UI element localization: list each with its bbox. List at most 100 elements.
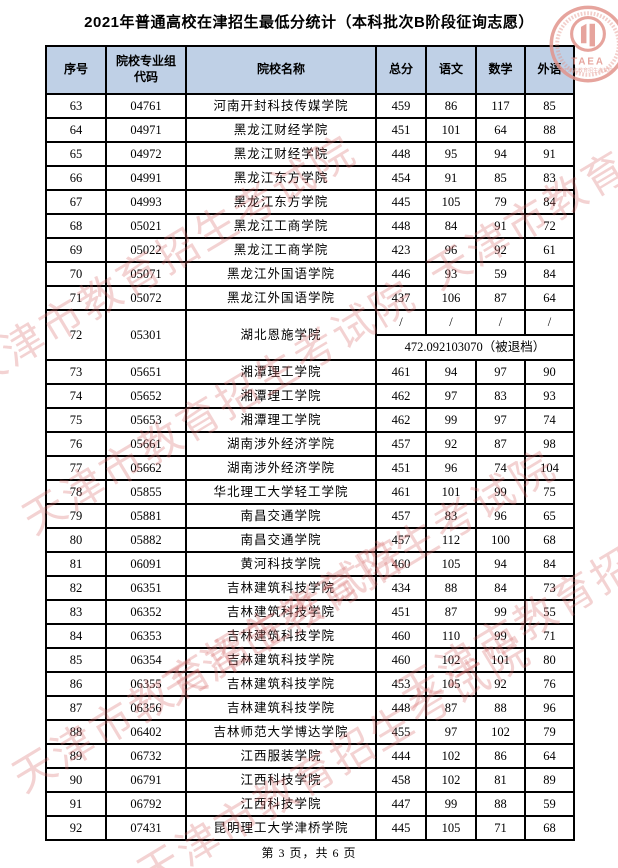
cell-name: 湖南涉外经济学院 [185,431,377,457]
cell-name: 黑龙江财经学院 [185,141,377,167]
table-row: 82 06351 吉林建筑科技学院 434 88 84 73 [45,575,575,601]
cell-name: 吉林建筑科技学院 [185,647,377,673]
cell-slash: / [524,309,575,336]
cell-total: 454 [375,165,427,191]
cell-math: 100 [475,527,526,553]
table-body: 63 04761 河南开封科技传媒学院 459 86 117 85 64 04971 黑龙江财经学… [45,93,575,841]
cell-no: 82 [45,575,107,601]
col-header-math: 数学 [475,45,526,95]
cell-english: 71 [524,623,575,649]
cell-math: 94 [475,141,526,167]
cell-chinese: 99 [425,791,477,817]
cell-name: 吉林师范大学博达学院 [185,719,377,745]
cell-chinese: 102 [425,767,477,793]
table-row: 84 06353 吉林建筑科技学院 460 110 99 71 [45,623,575,649]
page-number: 第 3 页，共 6 页 [261,846,357,860]
admission-score-table: 序号 院校专业组 代码 院校名称 总分 语文 数学 外语 63 04761 河南开封… [45,45,575,841]
cell-english: 68 [524,815,575,841]
cell-total: 462 [375,407,427,433]
cell-chinese: 99 [425,407,477,433]
cell-name: 江西科技学院 [185,791,377,817]
cell-no: 65 [45,141,107,167]
cell-name: 黑龙江财经学院 [185,117,377,143]
cell-english: 85 [524,93,575,119]
cell-chinese: 101 [425,117,477,143]
cell-chinese: 93 [425,261,477,287]
cell-total: 461 [375,359,427,385]
cell-name: 吉林建筑科技学院 [185,575,377,601]
cell-code: 05071 [105,261,187,287]
table-row: 72 05301 湖北恩施学院 / / / / [45,309,575,361]
cell-name: 吉林建筑科技学院 [185,599,377,625]
cell-no: 90 [45,767,107,793]
cell-name: 黑龙江外国语学院 [185,285,377,311]
cell-english: 84 [524,551,575,577]
cell-total: 453 [375,671,427,697]
cell-name: 湘潭理工学院 [185,383,377,409]
cell-chinese: 86 [425,93,477,119]
table-row: 70 05071 黑龙江外国语学院 446 93 59 84 [45,261,575,287]
table-row: 87 06356 吉林建筑科技学院 448 87 88 96 [45,695,575,721]
cell-code: 06353 [105,623,187,649]
cell-name: 江西科技学院 [185,767,377,793]
table-row: 472.092103070（被退档） [46,334,575,361]
cell-english: 84 [524,261,575,287]
cell-math: 87 [475,285,526,311]
cell-code: 05661 [105,431,187,457]
cell-total: 460 [375,647,427,673]
table-row: 89 06732 江西服装学院 444 102 86 64 [45,743,575,769]
cell-code: 05022 [105,237,187,263]
table-row: 75 05653 湘潭理工学院 462 99 97 74 [45,407,575,433]
cell-no: 81 [45,551,107,577]
cell-english: 90 [524,359,575,385]
cell-total: 460 [375,551,427,577]
cell-total: 437 [375,285,427,311]
cell-withdrawn-note: 472.092103070（被退档） [375,334,575,361]
cell-name: 南昌交通学院 [185,527,377,553]
cell-total: 447 [375,791,427,817]
cell-name: 吉林建筑科技学院 [185,623,377,649]
cell-total: 451 [375,117,427,143]
cell-chinese: 105 [425,815,477,841]
cell-code: 05662 [105,455,187,481]
cell-total: 459 [375,93,427,119]
cell-no: 75 [45,407,107,433]
cell-math: 71 [475,815,526,841]
cell-total: 457 [375,431,427,457]
cell-chinese: 84 [425,213,477,239]
cell-code: 04972 [105,141,187,167]
cell-code: 04761 [105,93,187,119]
cell-total: 445 [375,815,427,841]
cell-chinese: 87 [425,599,477,625]
col-header-total-score: 总分 [375,45,427,95]
cell-code: 06791 [105,767,187,793]
cell-code: 05072 [105,285,187,311]
table-row: 78 05855 华北理工大学轻工学院 461 101 99 75 [45,479,575,505]
cell-code: 05301 [105,309,187,361]
col-header-index: 序号 [45,45,107,95]
table-row: 65 04972 黑龙江财经学院 448 95 94 91 [45,141,575,167]
table-row: 88 06402 吉林师范大学博达学院 455 97 102 79 [45,719,575,745]
cell-english: 64 [524,743,575,769]
cell-name: 河南开封科技传媒学院 [185,93,377,119]
table-row: 64 04971 黑龙江财经学院 451 101 64 88 [45,117,575,143]
table-row: 73 05651 湘潭理工学院 461 94 97 90 [45,359,575,385]
cell-slash: / [475,309,526,336]
cell-no: 70 [45,261,107,287]
cell-no: 66 [45,165,107,191]
table-row: 81 06091 黄河科技学院 460 105 94 84 [45,551,575,577]
cell-name: 黑龙江东方学院 [185,165,377,191]
cell-no: 89 [45,743,107,769]
cell-name: 江西服装学院 [185,743,377,769]
page-title: 2021年普通高校在津招生最低分统计（本科批次B阶段征询志愿） [84,14,534,31]
cell-math: 97 [475,407,526,433]
cell-code: 06351 [105,575,187,601]
cell-code: 07431 [105,815,187,841]
cell-chinese: 102 [425,647,477,673]
cell-total: 423 [375,237,427,263]
cell-code: 05652 [105,383,187,409]
cell-english: 83 [524,165,575,191]
cell-chinese: 94 [425,359,477,385]
cell-english: 74 [524,407,575,433]
